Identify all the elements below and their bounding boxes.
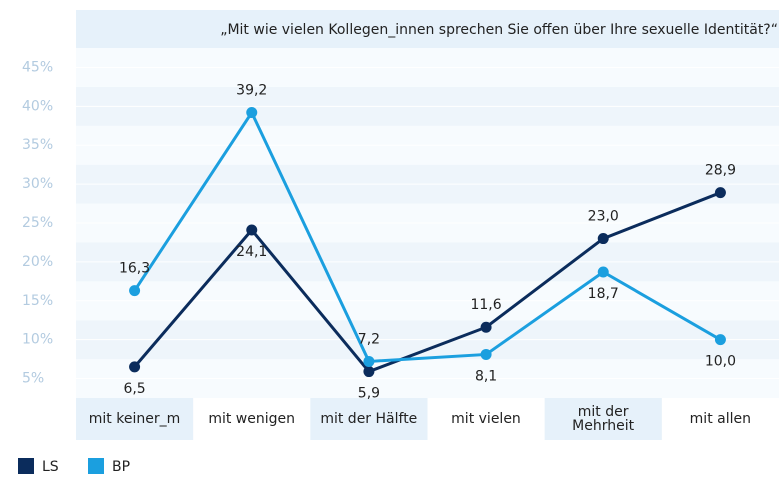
point [480,321,492,333]
point [597,233,609,245]
x-tick-label: mit keiner_m [88,411,181,427]
legend-label: LS [42,459,59,475]
category-band [76,398,194,440]
point [480,348,492,360]
x-tick-label: mit vielen [451,411,521,427]
data-label: 7,2 [358,331,380,347]
chart-title: „Mit wie vielen Kollegen_innen sprechen … [220,22,778,38]
point [714,334,726,346]
series-line [133,191,721,374]
y-tick-label: 20% [22,254,53,270]
point [246,224,258,236]
data-label: 8,1 [475,368,497,384]
point [363,355,375,367]
point [246,107,258,119]
legend-swatch [18,458,34,474]
point [129,285,141,297]
y-tick-label: 35% [22,137,53,153]
data-label: 10,0 [705,354,736,370]
category-band [310,398,428,440]
point [129,361,141,373]
point [714,187,726,199]
x-tick-label: mit der Mehrheit [572,404,635,434]
y-tick-label: 30% [22,176,53,192]
x-tick-label: mit allen [689,411,751,427]
legend-label: BP [112,459,130,475]
y-tick-label: 45% [22,59,53,75]
legend-swatch [88,458,104,474]
data-label: 5,9 [358,386,380,402]
y-tick-label: 10% [22,332,53,348]
x-tick-label: mit wenigen [208,411,295,427]
data-label: 18,7 [588,286,619,302]
data-label: 23,0 [588,209,619,225]
title-band [76,10,779,48]
data-label: 6,5 [123,381,145,397]
point [363,366,375,378]
data-label: 24,1 [236,244,267,260]
data-label: 39,2 [236,83,267,99]
y-tick-label: 5% [22,371,44,387]
y-tick-label: 15% [22,293,53,309]
data-label: 16,3 [119,261,150,277]
y-tick-label: 40% [22,98,53,114]
x-tick-label: mit der Hälfte [320,411,418,427]
category-band [544,398,662,440]
series-line [133,109,722,364]
data-label: 11,6 [470,297,501,313]
point [597,266,609,278]
y-tick-label: 25% [22,215,53,231]
data-label: 28,9 [705,163,736,179]
